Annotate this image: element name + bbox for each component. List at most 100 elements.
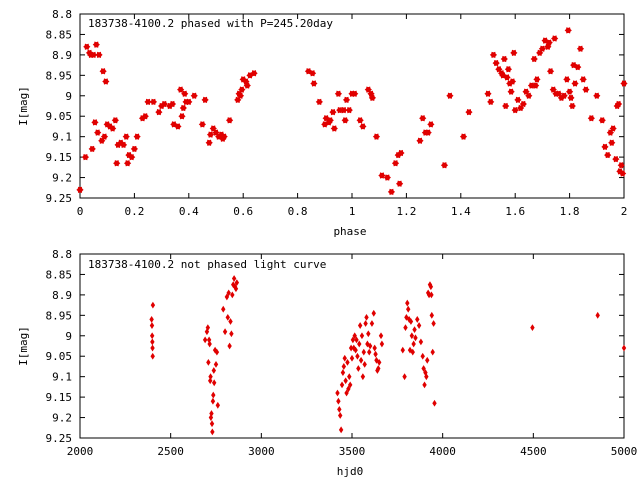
data-point [361, 348, 366, 356]
data-point [222, 328, 228, 336]
data-point [422, 381, 427, 389]
data-point [426, 291, 432, 299]
data-point [141, 113, 149, 120]
data-point [511, 106, 519, 114]
data-point [149, 98, 158, 106]
x-tick-label: 3500 [339, 445, 366, 458]
data-point [119, 141, 128, 148]
data-point [211, 367, 217, 374]
y-tick-label: 9.25 [46, 432, 73, 445]
data-point [387, 188, 396, 195]
y-axis-label: I[mag] [17, 86, 30, 126]
data-point [329, 109, 337, 116]
x-axis: 2000 2500 3000 3500 4000 4500 5000 [67, 254, 638, 458]
data-point [367, 348, 372, 356]
data-point [503, 74, 511, 81]
data-point [404, 313, 409, 321]
data-point [421, 365, 426, 372]
x-tick-label: 1.4 [451, 205, 471, 218]
data-point [76, 186, 84, 193]
y-tick-label: 8.85 [46, 268, 73, 281]
data-point [359, 332, 365, 340]
y-axis-label: I[mag] [17, 326, 30, 366]
data-point [102, 78, 110, 85]
y-tick-label: 9 [65, 330, 72, 343]
data-point [427, 121, 435, 128]
data-point [566, 88, 574, 95]
data-point [338, 426, 344, 434]
data-point [400, 346, 405, 354]
data-point [340, 106, 348, 114]
data-point [373, 350, 378, 358]
data-point [150, 344, 155, 352]
data-point [330, 125, 338, 132]
data-point [368, 94, 376, 101]
y-tick-label: 9.1 [52, 131, 72, 144]
data-point [92, 41, 100, 48]
data-point [339, 381, 345, 389]
data-point [208, 377, 213, 385]
x-tick-label: 1.6 [505, 205, 525, 218]
data-point [431, 320, 436, 327]
data-point [228, 318, 233, 325]
data-point [356, 117, 364, 124]
data-point [211, 379, 217, 387]
data-point [144, 98, 152, 106]
data-point [347, 373, 352, 381]
data-point [582, 86, 590, 93]
data-point [99, 68, 107, 75]
data-point [489, 51, 498, 59]
data-point [425, 356, 430, 364]
data-point [206, 131, 215, 138]
data-point [587, 115, 595, 122]
data-point [352, 332, 357, 340]
data-point [377, 358, 382, 366]
data-point [440, 162, 449, 169]
data-point [225, 313, 230, 321]
data-point [415, 316, 420, 323]
data-point [574, 64, 582, 71]
y-tick-label: 8.8 [52, 248, 72, 261]
data-point [532, 82, 540, 89]
data-point [430, 348, 435, 356]
data-point [174, 123, 182, 130]
data-point [179, 104, 187, 112]
data-point [612, 156, 620, 163]
data-point [418, 338, 424, 346]
data-point [604, 151, 612, 159]
data-point [362, 361, 367, 368]
data-point [416, 137, 424, 144]
data-point [519, 100, 527, 108]
data-point [366, 330, 371, 338]
data-point [364, 313, 369, 321]
data-point [530, 55, 538, 63]
data-point [567, 94, 575, 101]
data-point [408, 318, 414, 325]
data-point [371, 309, 376, 317]
data-point [363, 320, 368, 327]
data-points [76, 27, 628, 195]
data-point [133, 133, 141, 140]
data-point [211, 391, 216, 399]
data-point [178, 113, 186, 120]
chart-title: 183738-4100.2 phased with P=245.20day [88, 17, 333, 30]
data-point [340, 369, 346, 376]
data-point [209, 410, 214, 417]
data-point [234, 279, 240, 287]
x-tick-label: 0.4 [179, 205, 199, 218]
data-point [504, 66, 512, 73]
x-tick-label: 5000 [611, 445, 638, 458]
data-point [337, 405, 342, 413]
data-point [357, 340, 362, 348]
data-point [514, 96, 522, 103]
chart-title: 183738-4100.2 not phased light curve [88, 258, 326, 271]
data-point [231, 275, 237, 282]
data-point [238, 86, 246, 93]
data-point [429, 291, 434, 299]
data-point [149, 316, 154, 323]
y-tick-label: 8.9 [52, 289, 72, 302]
data-point [230, 291, 235, 299]
data-point [315, 98, 323, 106]
data-point [198, 121, 206, 128]
